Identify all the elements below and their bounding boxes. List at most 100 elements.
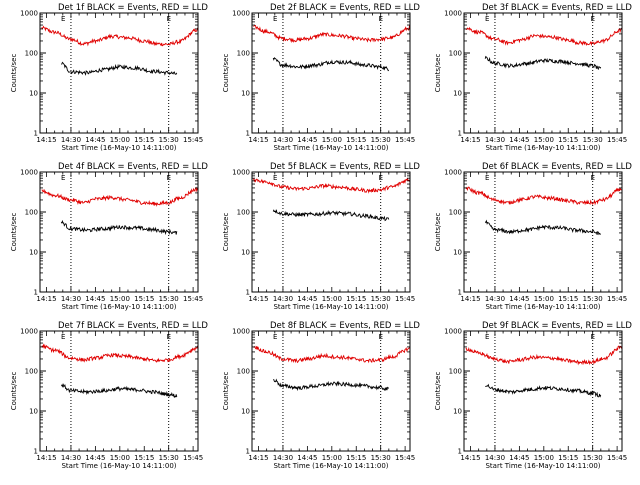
x-tick-label: 15:30	[371, 295, 391, 303]
panel-det-6: Det 6f BLACK = Events, RED = LLD E E 1 10 100…	[434, 162, 632, 311]
plot-frame	[251, 330, 411, 452]
x-tick-label: 14:15	[460, 295, 480, 303]
x-axis-label: Start Time (16-May-10 14:11:00)	[273, 462, 388, 470]
x-tick-label: 15:00	[110, 295, 130, 303]
plot-frame	[463, 12, 623, 134]
y-axis-label: Counts/sec	[10, 213, 18, 252]
x-tick-label: 14:15	[36, 454, 56, 462]
x-tick-label: 15:15	[134, 136, 154, 144]
x-tick-label: 15:30	[371, 454, 391, 462]
y-axis-label: Counts/sec	[222, 54, 230, 93]
y-axis: 1 10 100 1000	[20, 328, 198, 456]
panel-title: Det 7f BLACK = Events, RED = LLD	[58, 321, 208, 331]
y-tick-label: 10	[29, 90, 38, 98]
y-tick-label: 100	[449, 368, 462, 376]
x-tick-label: 15:30	[159, 136, 179, 144]
y-tick-label: 10	[241, 408, 250, 416]
y-axis-label: Counts/sec	[434, 54, 442, 93]
x-axis-label: Start Time (16-May-10 14:11:00)	[485, 462, 600, 470]
x-tick-label: 15:00	[322, 136, 342, 144]
panel-title: Det 1f BLACK = Events, RED = LLD	[58, 3, 208, 13]
x-tick-label: 15:00	[110, 136, 130, 144]
y-tick-label: 1000	[444, 169, 462, 177]
y-axis-label: Counts/sec	[222, 372, 230, 411]
x-tick-label: 15:00	[322, 454, 342, 462]
x-axis-label: Start Time (16-May-10 14:11:00)	[485, 144, 600, 152]
y-tick-label: 1000	[20, 328, 38, 336]
y-tick-label: 10	[453, 249, 462, 257]
y-tick-label: 10	[241, 249, 250, 257]
series-lld-line	[41, 343, 199, 363]
x-tick-label: 15:15	[558, 454, 578, 462]
plot-frame	[39, 12, 199, 134]
y-tick-label: 1000	[232, 169, 250, 177]
e-marker: E	[379, 333, 383, 341]
y-axis-label: Counts/sec	[222, 213, 230, 252]
y-tick-label: 1000	[232, 10, 250, 18]
e-marker: E	[379, 174, 383, 182]
plot-frame	[251, 171, 411, 293]
x-tick-label: 15:00	[322, 295, 342, 303]
x-axis: 14:15 14:30 14:45 15:00 15:15 15:30 15:45	[460, 172, 627, 303]
x-axis-label: Start Time (16-May-10 14:11:00)	[61, 462, 176, 470]
x-tick-label: 14:45	[509, 136, 529, 144]
x-tick-label: 14:30	[485, 454, 505, 462]
x-tick-label: 14:45	[85, 295, 105, 303]
y-tick-label: 100	[237, 50, 250, 58]
x-tick-label: 14:15	[248, 136, 268, 144]
series-lld-line	[253, 24, 411, 44]
y-tick-label: 10	[453, 408, 462, 416]
x-tick-label: 15:15	[346, 454, 366, 462]
x-tick-label: 14:15	[248, 454, 268, 462]
x-tick-label: 15:15	[558, 136, 578, 144]
x-tick-label: 15:45	[607, 454, 627, 462]
x-tick-label: 15:45	[395, 454, 415, 462]
e-marker: E	[485, 15, 489, 23]
x-tick-label: 14:30	[485, 136, 505, 144]
plot-frame	[463, 330, 623, 452]
y-axis: 1 10 100 1000	[232, 169, 410, 297]
y-axis: 1 10 100 1000	[444, 10, 622, 138]
x-tick-label: 14:15	[248, 295, 268, 303]
x-tick-label: 15:15	[346, 295, 366, 303]
x-tick-label: 14:30	[61, 136, 81, 144]
e-marker: E	[273, 15, 277, 23]
x-tick-label: 15:45	[183, 136, 203, 144]
x-axis: 14:15 14:30 14:45 15:00 15:15 15:30 15:45	[36, 13, 203, 144]
y-tick-label: 100	[25, 209, 38, 217]
y-axis: 1 10 100 1000	[232, 10, 410, 138]
x-axis: 14:15 14:30 14:45 15:00 15:15 15:30 15:45	[248, 331, 415, 462]
panel-det-5: Det 5f BLACK = Events, RED = LLD E E 1 10 100…	[222, 162, 420, 311]
x-tick-label: 15:30	[583, 295, 603, 303]
y-axis: 1 10 100 1000	[20, 169, 198, 297]
plot-frame	[39, 171, 199, 293]
y-axis: 1 10 100 1000	[444, 169, 622, 297]
series-lld-line	[253, 345, 411, 364]
x-axis: 14:15 14:30 14:45 15:00 15:15 15:30 15:45	[460, 331, 627, 462]
x-tick-label: 14:30	[273, 295, 293, 303]
panel-title: Det 6f BLACK = Events, RED = LLD	[482, 162, 632, 172]
panel-title: Det 2f BLACK = Events, RED = LLD	[270, 3, 420, 13]
e-marker: E	[167, 333, 171, 341]
panel-title: Det 8f BLACK = Events, RED = LLD	[270, 321, 420, 331]
series-lld-line	[41, 186, 199, 207]
y-tick-label: 1000	[444, 328, 462, 336]
x-tick-label: 14:30	[485, 295, 505, 303]
y-tick-label: 1	[458, 289, 462, 297]
x-tick-label: 15:30	[159, 295, 179, 303]
panel-det-4: Det 4f BLACK = Events, RED = LLD E E 1 10 100…	[10, 162, 208, 311]
series-events-line	[485, 383, 602, 398]
panel-det-1: Det 1f BLACK = Events, RED = LLD E E 1 10 100…	[10, 3, 208, 152]
x-axis-label: Start Time (16-May-10 14:11:00)	[273, 144, 388, 152]
y-tick-label: 1	[34, 289, 38, 297]
x-tick-label: 15:15	[558, 295, 578, 303]
x-tick-label: 15:00	[534, 295, 554, 303]
y-tick-label: 10	[453, 90, 462, 98]
y-tick-label: 1000	[232, 328, 250, 336]
y-axis-label: Counts/sec	[10, 372, 18, 411]
x-tick-label: 14:30	[273, 136, 293, 144]
y-tick-label: 100	[449, 209, 462, 217]
series-lld-line	[465, 186, 623, 206]
